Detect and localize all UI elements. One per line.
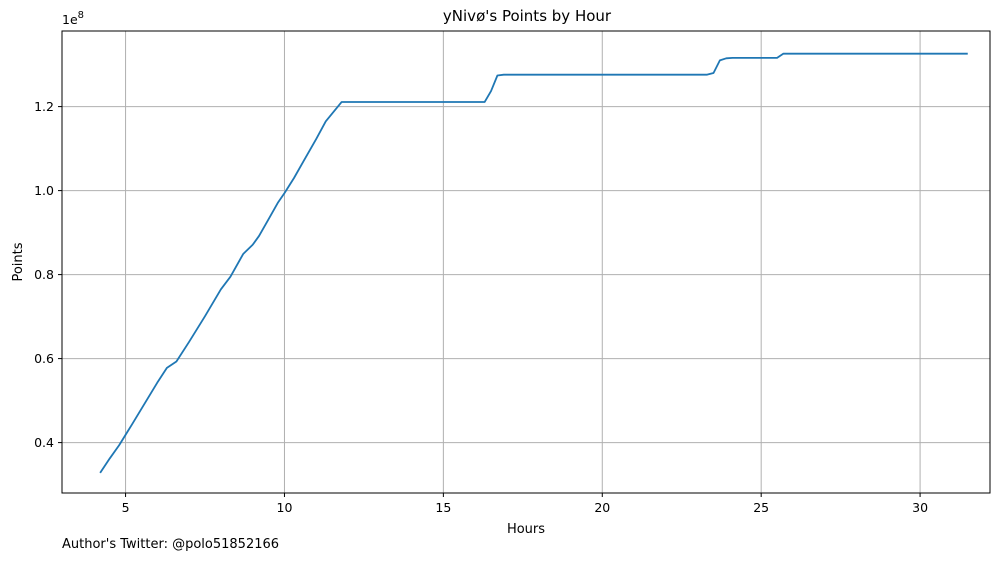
author-footnote: Author's Twitter: @polo51852166 [62,537,280,552]
plot-frame [61,30,991,494]
y-tick-label: 0.8 [34,267,54,282]
x-axis: 5 10 15 20 25 30 [122,493,928,515]
y-axis-label: Points [11,242,26,281]
x-axis-label: Hours [507,522,545,537]
y-tick-label: 1.2 [34,99,54,114]
x-tick-label: 10 [277,500,293,515]
x-tick-label: 20 [594,500,610,515]
series-layer [99,52,968,474]
chart-title: yNivø's Points by Hour [443,7,612,25]
x-tick-label: 30 [912,500,928,515]
y-multiplier-label: 1e8 [62,10,84,27]
grid [62,31,990,493]
x-tick-label: 25 [753,500,769,515]
y-tick-label: 0.4 [34,435,54,450]
y-tick-label: 0.6 [34,351,54,366]
y-multiplier-exponent: 8 [78,10,84,21]
x-tick-label: 15 [435,500,451,515]
series-line [99,52,968,474]
y-axis: 0.4 0.6 0.8 1.0 1.2 [34,99,62,450]
y-tick-label: 1.0 [34,183,54,198]
x-tick-label: 5 [122,500,130,515]
